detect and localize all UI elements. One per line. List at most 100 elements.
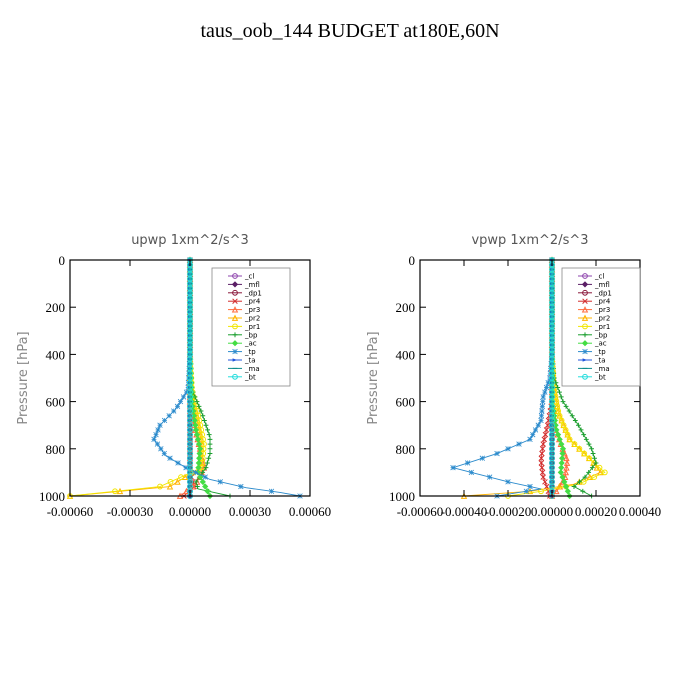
legend-box: [561, 267, 641, 387]
legend-label: _pr4: [594, 298, 611, 306]
series-pr1-marker: [558, 417, 565, 424]
legend-marker: [581, 340, 589, 347]
series-ac-marker: [564, 488, 571, 495]
series-ac-marker: [553, 426, 560, 434]
series-bp-marker: [586, 441, 592, 447]
series-pr2-marker: [166, 483, 174, 490]
y-tick-label: 1000: [39, 489, 65, 504]
legend-label: _mfl: [594, 281, 610, 289]
legend-marker: [582, 332, 588, 338]
series-bp-marker: [202, 418, 207, 423]
series-pr3-marker: [562, 468, 570, 476]
page-title: taus_oob_144 BUDGET at180E,60N: [200, 20, 500, 42]
series-pr1-marker: [178, 474, 184, 481]
legend-marker: [582, 323, 588, 330]
legend-box: [211, 267, 291, 387]
series-pr1-marker: [576, 445, 583, 452]
legend-marker: [232, 273, 238, 279]
series-tp-marker: [494, 450, 500, 457]
series-pr4-marker: [543, 427, 550, 433]
legend-marker: [582, 348, 588, 355]
series-tp-marker: [450, 464, 456, 471]
series-ac-marker: [197, 474, 204, 481]
legend-label: _dp1: [244, 289, 262, 297]
series-bp-marker: [582, 474, 588, 480]
series-pr4-marker: [542, 479, 548, 485]
legend-marker: [231, 340, 239, 347]
legend-label: _cl: [594, 273, 604, 281]
series-bp-marker: [569, 413, 575, 419]
legend-label: _cl: [244, 273, 254, 281]
series-tp-marker: [505, 446, 511, 452]
legend-label: _ac: [594, 340, 607, 348]
legend-label: _bp: [594, 331, 608, 339]
series-pr4-marker: [539, 446, 546, 452]
series-tp-marker: [479, 455, 486, 461]
legend-label: _mfl: [244, 281, 260, 289]
series-tp-marker: [535, 422, 541, 428]
series-tp-marker: [530, 431, 536, 438]
legend-marker: [232, 289, 238, 296]
series-pr3-marker: [553, 487, 560, 495]
series-bp-marker: [566, 408, 572, 414]
series-tp: [450, 257, 555, 499]
series-tp-marker: [464, 460, 471, 466]
y-axis-label: Pressure [hPa]: [16, 331, 31, 424]
series-tp-marker: [539, 408, 545, 414]
series-bp-marker: [577, 479, 582, 485]
x-tick-label: 0.00040: [619, 504, 661, 519]
x-tick-label: -0.00060: [397, 504, 444, 519]
series-bp-marker: [558, 394, 564, 400]
y-tick-label: 0: [59, 253, 66, 268]
legend-label: _ta: [594, 357, 606, 365]
series-ac-marker: [204, 488, 211, 495]
series-ac-marker: [194, 436, 202, 443]
legend-marker: [231, 281, 239, 288]
legend-label: _pr4: [244, 298, 261, 306]
series-bp-marker: [593, 460, 599, 466]
series-tp-marker: [171, 408, 177, 414]
series-pr4-marker: [540, 474, 546, 480]
series-bp-marker: [571, 484, 577, 489]
series-pr1-marker: [560, 422, 567, 429]
series-ac-marker: [556, 436, 563, 443]
panel-title: upwp 1xm^2/s^3: [131, 233, 249, 248]
legend-marker: [582, 289, 588, 296]
series-bp-marker: [592, 455, 597, 461]
series-pr2: [66, 256, 206, 499]
series-tp-marker: [202, 474, 208, 480]
x-tick-label: -0.00060: [47, 504, 94, 519]
legend-marker: [581, 314, 589, 321]
series-bp-marker: [583, 436, 589, 442]
legend-label: _ma: [244, 365, 260, 373]
y-tick-label: 1000: [389, 489, 415, 504]
series-pr2-marker: [174, 478, 181, 485]
series-pr3-marker: [563, 454, 570, 462]
series-bp-marker: [194, 399, 200, 404]
series-ac-marker: [193, 431, 201, 438]
series-tp-marker: [468, 469, 475, 476]
series-pr1-marker: [586, 455, 593, 462]
series-tp-marker: [167, 455, 173, 461]
x-tick-label: 0.00060: [289, 504, 331, 519]
series-tp-marker: [543, 384, 550, 391]
series-pr4-marker: [540, 441, 546, 447]
series-tp-marker: [545, 380, 551, 386]
legend-label: _tp: [244, 348, 256, 356]
x-tick-label: 0.00020: [575, 504, 617, 519]
series-pr1-marker: [564, 431, 571, 438]
series-tp-marker: [539, 403, 546, 410]
series-tp-marker: [505, 479, 511, 485]
series-ac-marker: [199, 478, 206, 485]
legend-label: _pr2: [594, 315, 610, 323]
series-tp-marker: [161, 417, 168, 424]
legend-marker: [232, 332, 238, 338]
legend-label: _pr1: [594, 323, 610, 331]
series-pr1-marker: [167, 478, 174, 485]
series-bp-marker: [557, 389, 562, 395]
right-panel: vpwp 1xm^2/s^3 Pressure [hPa] 0 200 400 600 80…: [366, 233, 661, 519]
legend-marker: [232, 323, 238, 330]
legend: _cl_mfl_dp1_pr4_pr3_pr2_pr1_bp_ac_tp_ta_…: [211, 267, 291, 387]
series-tp-marker: [540, 398, 546, 405]
series-bp-marker: [196, 403, 202, 409]
